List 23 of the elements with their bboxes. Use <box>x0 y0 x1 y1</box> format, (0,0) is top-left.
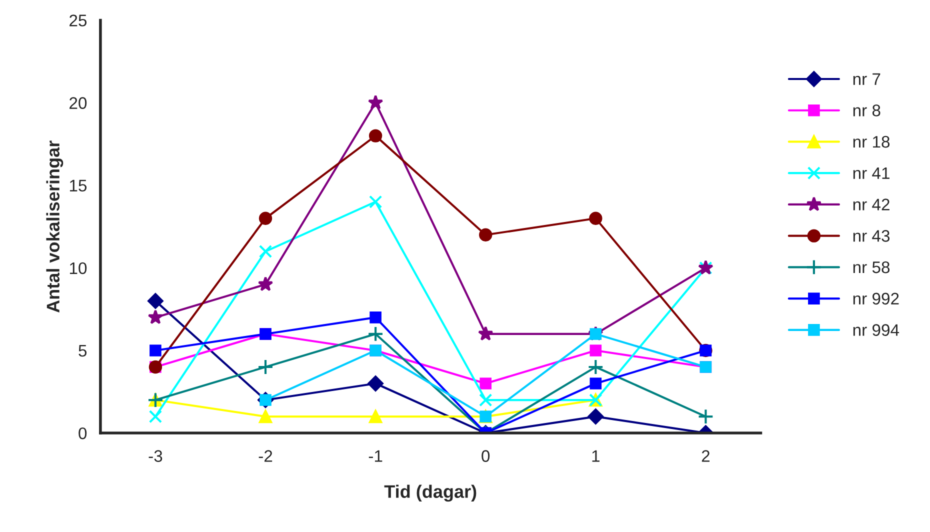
x-tick-label: 0 <box>482 450 490 462</box>
legend-label: nr 7 <box>853 73 880 85</box>
y-tick-label: 5 <box>78 345 87 357</box>
legend-label: nr 994 <box>853 324 900 336</box>
x-tick-label: -3 <box>148 450 162 462</box>
x-tick-label: -1 <box>368 450 382 462</box>
x-tick-label: 1 <box>592 450 600 462</box>
y-tick-label: 0 <box>78 427 87 440</box>
legend-label: nr 42 <box>853 198 890 210</box>
y-tick-label: 20 <box>70 97 87 109</box>
legend-label: nr 18 <box>853 136 890 148</box>
x-axis-title: Tid (dagar) <box>384 484 476 502</box>
y-tick-label: 10 <box>70 262 87 274</box>
legend-label: nr 41 <box>853 167 890 179</box>
y-tick-label: 15 <box>70 180 87 192</box>
legend-label: nr 8 <box>853 104 880 116</box>
x-tick-label: 2 <box>702 450 710 462</box>
x-tick-label: -2 <box>258 450 272 462</box>
y-axis-title: Antal vokaliseringar <box>46 140 64 312</box>
legend-label: nr 43 <box>853 230 890 242</box>
y-tick-label: 25 <box>70 14 87 26</box>
legend-label: nr 58 <box>853 261 890 274</box>
legend-label: nr 992 <box>853 292 899 305</box>
